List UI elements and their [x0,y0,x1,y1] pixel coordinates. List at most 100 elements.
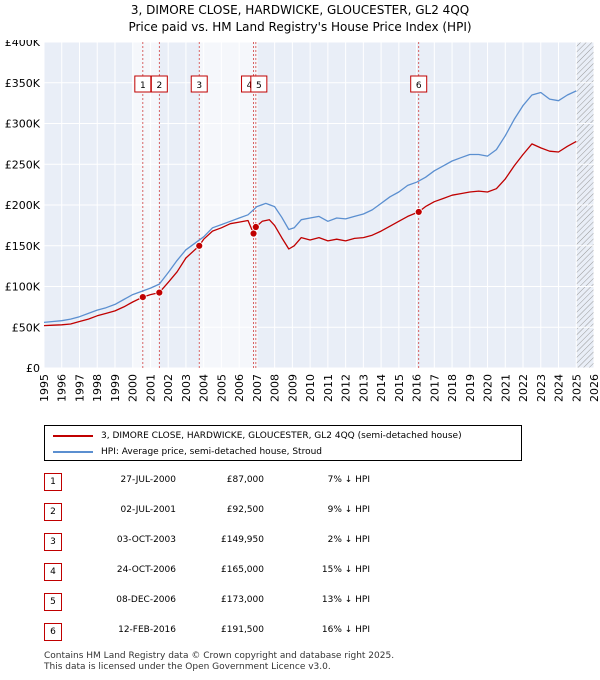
transaction-hpi-diff: 2% ↓ HPI [327,535,370,545]
hpi-line [43,90,577,324]
transaction-price: £149,950 [221,535,264,545]
x-tick-label: 2003 [180,374,193,402]
sale-label-box-5 [250,75,268,93]
transaction-date: 08-DEC-2006 [116,595,176,605]
x-tick-label: 2017 [428,374,441,402]
x-tick-label: 2013 [357,374,370,402]
transaction-number: 6 [44,623,62,641]
transaction-row: 3 03-OCT-2003 £149,950 2% ↓ HPI [44,533,584,551]
x-tick-label: 2007 [251,374,264,402]
x-tick-label: 2000 [127,374,140,402]
transaction-number: 5 [44,593,62,611]
legend-price-paid-label: 3, DIMORE CLOSE, HARDWICKE, GLOUCESTER, … [101,431,462,441]
transaction-number: 1 [44,473,62,491]
sale-point-6 [414,208,423,216]
transaction-price: £165,000 [221,565,264,575]
transaction-date: 27-JUL-2000 [120,475,176,485]
x-tick-label: 2022 [517,374,530,402]
x-tick-label: 2026 [588,374,600,402]
transaction-price: £191,500 [221,625,264,635]
footer-line-1: Contains HM Land Registry data © Crown c… [44,651,395,661]
series-lines [43,90,577,327]
transaction-number: 4 [44,563,62,581]
transaction-price: £173,000 [221,595,264,605]
sale-label-5: 5 [256,81,262,91]
title-line-2: Price paid vs. HM Land Registry's House … [128,20,472,34]
legend-hpi-swatch [53,450,93,453]
transaction-date: 12-FEB-2016 [118,625,176,635]
x-tick-label: 1996 [56,374,69,402]
transaction-hpi-diff: 9% ↓ HPI [327,505,370,515]
x-tick-label: 1997 [73,374,86,402]
sale-point-2 [155,288,164,297]
y-tick-label: £50K [12,321,41,334]
sale-label-3: 3 [196,81,202,91]
title-line-1: 3, DIMORE CLOSE, HARDWICKE, GLOUCESTER, … [130,3,470,17]
x-tick-label: 2001 [144,374,157,402]
transaction-date: 02-JUL-2001 [120,505,176,515]
x-tick-label: 2021 [499,374,512,402]
chart-title: 3, DIMORE CLOSE, HARDWICKE, GLOUCESTER, … [0,2,600,36]
x-tick-label: 2011 [322,374,335,402]
legend-hpi: HPI: Average price, semi-detached house,… [53,444,322,460]
sale-label-6: 6 [416,81,422,91]
x-tick-label: 1995 [38,374,51,402]
transaction-row: 2 02-JUL-2001 £92,500 9% ↓ HPI [44,503,584,521]
x-tick-label: 2020 [482,374,495,402]
sale-label-box-6 [410,75,428,93]
transaction-date: 24-OCT-2006 [116,565,176,575]
x-tick-label: 2019 [464,374,477,402]
x-tick-label: 2009 [286,374,299,402]
sale-label-2: 2 [156,81,162,91]
transaction-price: £87,000 [226,475,264,485]
sale-label-box-3 [190,75,208,93]
ownership-span [132,42,160,368]
legend-price-paid: 3, DIMORE CLOSE, HARDWICKE, GLOUCESTER, … [53,428,462,444]
footer: Contains HM Land Registry data © Crown c… [44,651,394,673]
transaction-hpi-diff: 15% ↓ HPI [321,565,370,575]
y-tick-label: £350K [5,77,41,90]
legend-price-paid-swatch [53,434,93,437]
x-tick-label: 2012 [340,374,353,402]
x-tick-label: 2016 [411,374,424,402]
price-paid-line [43,140,577,327]
x-tick-label: 1999 [109,374,122,402]
sale-point-5 [251,223,260,231]
transaction-row: 6 12-FEB-2016 £191,500 16% ↓ HPI [44,623,584,641]
x-tick-label: 2006 [233,374,246,402]
x-tick-label: 2024 [553,374,566,402]
x-tick-label: 2002 [162,374,175,402]
sale-label-box-2 [150,75,168,93]
x-tick-label: 2014 [375,374,388,402]
y-tick-label: £200K [5,199,41,212]
x-tick-label: 2018 [446,374,459,402]
y-tick-label: £400K [5,40,41,49]
x-tick-label: 2005 [215,374,228,402]
transaction-price: £92,500 [226,505,264,515]
y-tick-label: £150K [5,240,41,253]
sale-label-1: 1 [140,81,146,91]
legend-hpi-label: HPI: Average price, semi-detached house,… [101,447,323,457]
transaction-row: 1 27-JUL-2000 £87,000 7% ↓ HPI [44,473,584,491]
x-axis: 1995 1996 1997 1998 1999 2000 2001 2002 2003 2004… [38,374,600,402]
sale-point-1 [138,293,147,301]
ownership-span [199,42,256,368]
y-tick-label: £100K [5,281,41,294]
x-tick-label: 2010 [304,374,317,402]
transaction-row: 4 24-OCT-2006 £165,000 15% ↓ HPI [44,563,584,581]
x-tick-label: 2015 [393,374,406,402]
y-tick-label: £0 [26,362,40,375]
sale-label-4: 4 [247,81,253,91]
y-tick-label: £250K [5,158,41,171]
x-tick-label: 2023 [535,374,548,402]
transaction-number: 3 [44,533,62,551]
sale-spans [132,42,256,368]
transaction-row: 5 08-DEC-2006 £173,000 13% ↓ HPI [44,593,584,611]
x-tick-label: 2025 [570,374,583,402]
x-tick-label: 1998 [91,374,104,402]
footer-line-2: This data is licensed under the Open Gov… [44,662,331,672]
y-axis: £0 £50K £100K £150K £200K £250K £300K £350K £400… [5,40,41,375]
x-tick-label: 2008 [269,374,282,402]
